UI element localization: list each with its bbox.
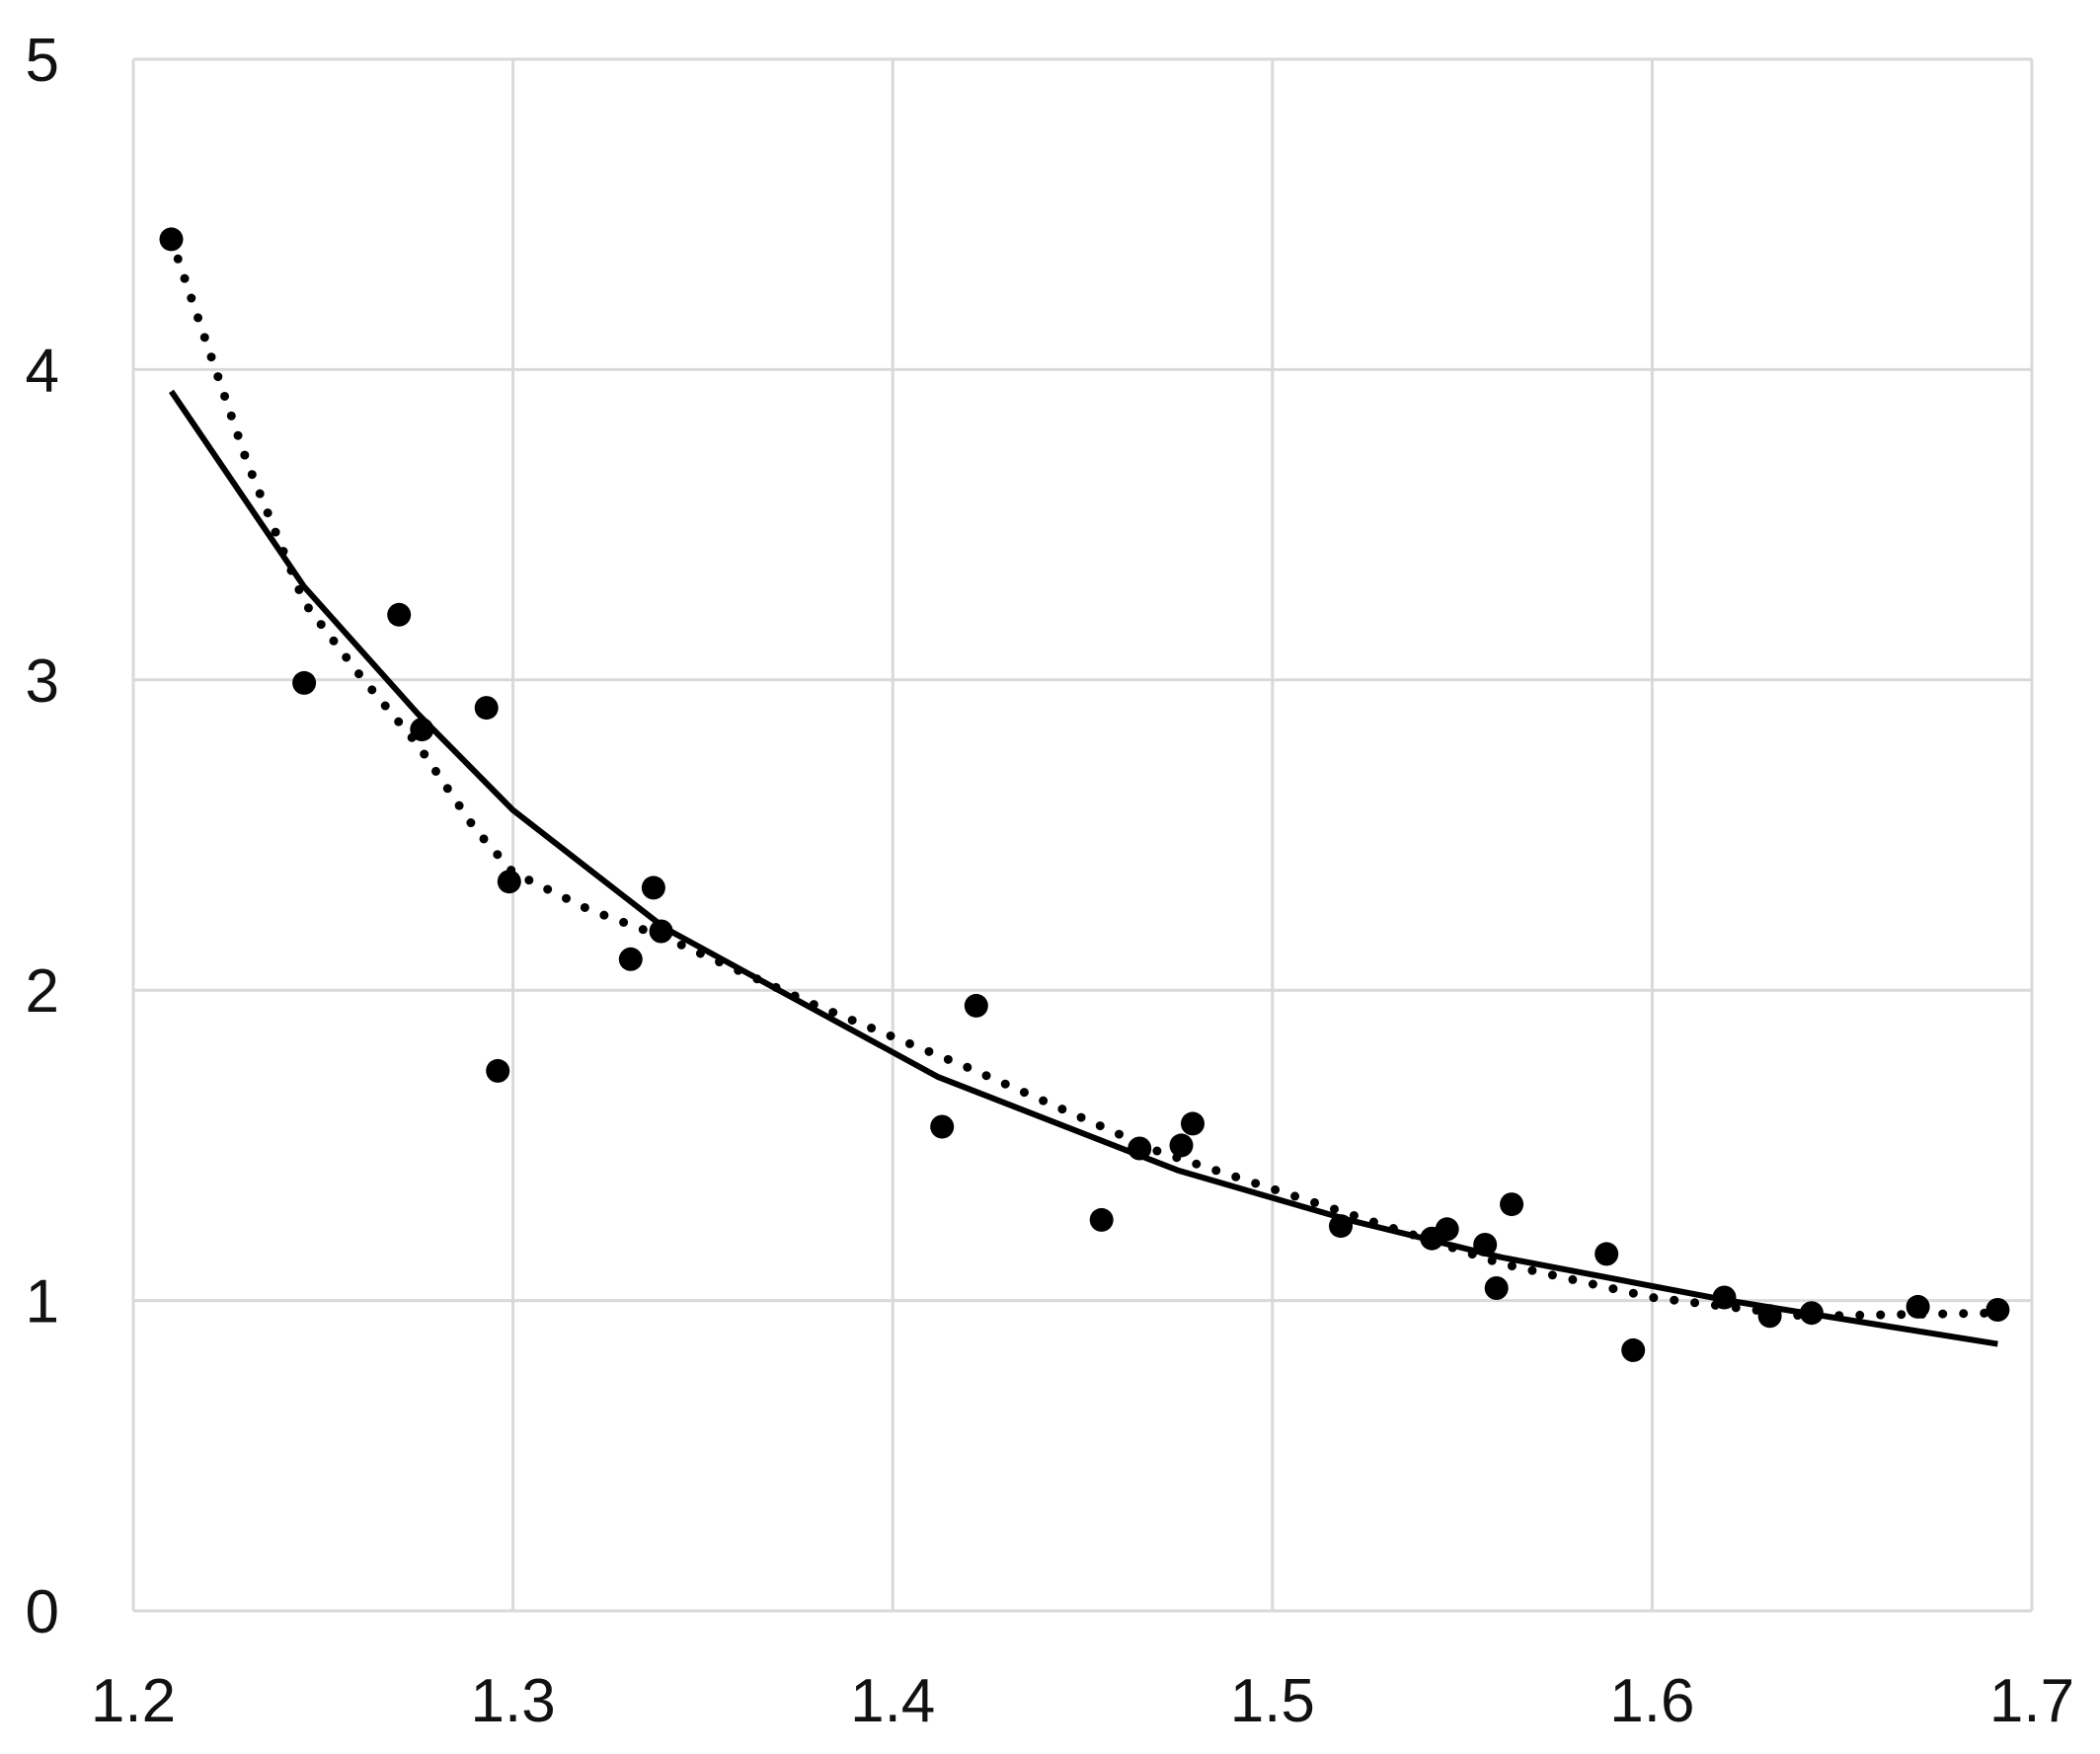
x-axis-tick-labels: 1.2 1.3 1.4 1.5 1.6 1.7 <box>91 1667 2074 1735</box>
grid <box>131 57 2034 1613</box>
data-point <box>410 718 434 742</box>
y-tick-label: 4 <box>26 337 59 405</box>
data-point <box>497 870 521 894</box>
data-point <box>618 947 643 971</box>
dotted-fit-line <box>167 234 2002 1321</box>
data-point <box>1484 1276 1509 1300</box>
data-point <box>1906 1294 1930 1319</box>
data-point <box>1712 1285 1737 1310</box>
data-point <box>1594 1242 1619 1266</box>
data-point <box>1128 1136 1152 1161</box>
data-point <box>1757 1304 1782 1329</box>
solid-fit-line <box>169 389 1998 1347</box>
x-tick-label: 1.5 <box>1230 1667 1315 1735</box>
x-tick-label: 1.6 <box>1609 1667 1694 1735</box>
data-point <box>474 696 499 721</box>
series-lines <box>167 234 2002 1347</box>
data-point <box>1169 1133 1194 1158</box>
data-point <box>1799 1301 1824 1326</box>
data-point <box>1473 1233 1498 1257</box>
data-point <box>1329 1214 1353 1239</box>
data-point <box>930 1114 955 1139</box>
x-tick-label: 1.4 <box>850 1667 935 1735</box>
data-point <box>1985 1298 2010 1322</box>
y-tick-label: 1 <box>26 1268 59 1336</box>
scatter-points <box>159 227 2010 1362</box>
data-point <box>641 876 665 900</box>
data-point <box>1621 1337 1646 1362</box>
data-point <box>1500 1192 1524 1217</box>
x-tick-label: 1.3 <box>470 1667 555 1735</box>
data-point <box>1089 1207 1114 1232</box>
y-tick-label: 0 <box>26 1578 59 1646</box>
data-point <box>387 602 412 627</box>
data-point <box>486 1058 510 1083</box>
data-point <box>649 919 673 944</box>
data-point <box>1435 1217 1459 1242</box>
y-tick-label: 5 <box>26 27 59 95</box>
x-tick-label: 1.7 <box>1989 1667 2074 1735</box>
y-tick-label: 3 <box>26 648 59 716</box>
data-point <box>1181 1111 1205 1136</box>
data-point <box>964 993 988 1018</box>
y-axis-tick-labels: 0 1 2 3 4 5 <box>26 27 59 1646</box>
x-tick-label: 1.2 <box>91 1667 176 1735</box>
y-tick-label: 2 <box>26 957 59 1026</box>
data-point <box>159 227 184 252</box>
data-point <box>292 670 317 695</box>
